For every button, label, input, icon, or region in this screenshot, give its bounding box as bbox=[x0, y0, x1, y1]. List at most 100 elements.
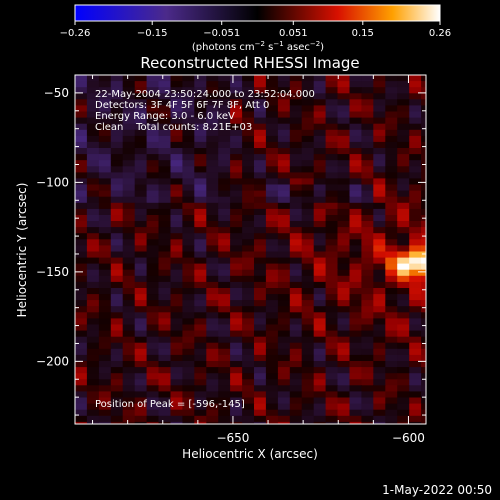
heatmap-cell bbox=[277, 415, 291, 423]
heatmap-cell bbox=[146, 221, 160, 228]
heatmap-cell bbox=[373, 148, 386, 155]
heatmap-cell bbox=[86, 269, 100, 277]
heatmap-cell bbox=[289, 148, 303, 155]
heatmap-cell bbox=[86, 87, 100, 94]
heatmap-cell bbox=[373, 397, 386, 405]
heatmap-cell bbox=[289, 379, 303, 386]
heatmap-cell bbox=[301, 111, 315, 119]
heatmap-cell bbox=[98, 190, 112, 198]
heatmap-cell bbox=[373, 415, 386, 423]
heatmap-cell bbox=[289, 294, 303, 301]
heatmap-cell bbox=[206, 348, 219, 356]
heatmap-cell bbox=[361, 129, 374, 137]
heatmap-cell bbox=[206, 202, 219, 210]
heatmap-cell bbox=[409, 190, 422, 198]
heatmap-cell bbox=[277, 373, 291, 380]
heatmap-cell bbox=[397, 190, 410, 198]
heatmap-cell bbox=[230, 227, 243, 234]
heatmap-cell bbox=[421, 379, 426, 386]
heatmap-cell bbox=[194, 233, 207, 240]
heatmap-cell bbox=[158, 117, 171, 125]
heatmap-cell bbox=[242, 87, 255, 94]
heatmap-cell bbox=[325, 330, 339, 338]
heatmap-cell bbox=[134, 263, 148, 271]
heatmap-cell bbox=[373, 306, 386, 313]
heatmap-cell bbox=[421, 288, 426, 295]
heatmap-cell bbox=[194, 148, 207, 155]
heatmap-cell bbox=[325, 190, 339, 198]
heatmap-cell bbox=[86, 354, 100, 362]
heatmap-cell bbox=[218, 233, 231, 240]
heatmap-cell bbox=[397, 172, 410, 180]
heatmap-cell bbox=[146, 202, 160, 210]
heatmap-cell bbox=[182, 391, 195, 399]
heatmap-cell bbox=[242, 135, 255, 143]
heatmap-cell bbox=[134, 160, 148, 167]
heatmap-cell bbox=[110, 93, 124, 100]
heatmap-cell bbox=[194, 385, 207, 392]
heatmap-cell bbox=[313, 215, 327, 222]
heatmap-cell bbox=[86, 348, 100, 356]
heatmap-cell bbox=[289, 160, 303, 167]
heatmap-cell bbox=[206, 233, 219, 240]
heatmap-cell bbox=[409, 403, 422, 411]
heatmap-cell bbox=[349, 409, 362, 417]
heatmap-cell bbox=[349, 373, 362, 380]
heatmap-cell bbox=[86, 75, 100, 82]
heatmap-cell bbox=[230, 409, 243, 417]
heatmap-cell bbox=[313, 281, 327, 289]
heatmap-cell bbox=[146, 391, 160, 399]
heatmap-cell bbox=[98, 202, 112, 210]
heatmap-cell bbox=[254, 215, 267, 222]
heatmap-cell bbox=[349, 379, 362, 386]
heatmap-cell bbox=[289, 354, 303, 362]
heatmap-cell bbox=[86, 361, 100, 368]
heatmap-cell bbox=[86, 196, 100, 204]
heatmap-cell bbox=[194, 117, 207, 125]
heatmap-cell bbox=[182, 111, 195, 119]
axis-ticks: −650−600−550−50−100−150−200 bbox=[36, 74, 426, 445]
heatmap-cell bbox=[301, 105, 315, 113]
heatmap-cell bbox=[110, 318, 124, 326]
heatmap-cell bbox=[158, 379, 171, 386]
heatmap-cell bbox=[230, 245, 243, 253]
heatmap-cell bbox=[218, 403, 231, 411]
heatmap-cell bbox=[134, 135, 148, 143]
heatmap-cell bbox=[277, 294, 291, 301]
heatmap-cell bbox=[313, 300, 327, 307]
heatmap-cell bbox=[170, 233, 183, 240]
heatmap-cell bbox=[242, 154, 255, 161]
heatmap-cell bbox=[337, 123, 350, 131]
heatmap-cell bbox=[182, 105, 195, 113]
heatmap-cell bbox=[325, 312, 339, 319]
heatmap-cell bbox=[421, 336, 426, 344]
heatmap-cell bbox=[361, 342, 374, 350]
heatmap-cell bbox=[194, 288, 207, 295]
peak-position-label: Position of Peak = [-596,-145] bbox=[95, 399, 245, 410]
heatmap-cell bbox=[158, 354, 171, 362]
heatmap-cell bbox=[98, 342, 112, 350]
heatmap-cell bbox=[194, 245, 207, 253]
heatmap-cell bbox=[349, 123, 362, 131]
heatmap-cell bbox=[301, 397, 315, 405]
annotation-line: Energy Range: 3.0 - 6.0 keV bbox=[95, 111, 235, 122]
heatmap-cell bbox=[206, 75, 219, 82]
heatmap-cell bbox=[242, 415, 255, 423]
heatmap-cell bbox=[98, 373, 112, 380]
heatmap-cell bbox=[385, 178, 398, 186]
heatmap-cell bbox=[194, 215, 207, 222]
heatmap-cell bbox=[325, 348, 339, 356]
heatmap-cell bbox=[86, 93, 100, 100]
heatmap-cell bbox=[86, 342, 100, 350]
heatmap-cell bbox=[98, 379, 112, 386]
heatmap-cell bbox=[373, 391, 386, 399]
heatmap-cell bbox=[397, 233, 410, 240]
heatmap-cell bbox=[98, 415, 112, 423]
heatmap-cell bbox=[361, 245, 374, 253]
heatmap-cell bbox=[361, 251, 374, 259]
heatmap-cell bbox=[170, 348, 183, 356]
heatmap-cell bbox=[397, 196, 410, 204]
heatmap-cell bbox=[289, 215, 303, 222]
heatmap-cell bbox=[75, 294, 88, 301]
heatmap-cell bbox=[337, 385, 350, 392]
